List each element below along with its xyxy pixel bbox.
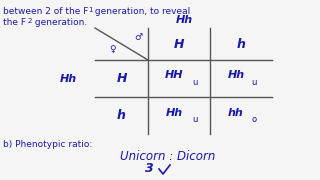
Text: the F: the F [3, 18, 26, 27]
Text: 1: 1 [88, 7, 92, 13]
Text: hh: hh [228, 107, 244, 118]
Text: generation.: generation. [32, 18, 87, 27]
Text: Unicorn : Dicorn: Unicorn : Dicorn [120, 150, 215, 163]
Text: u: u [251, 78, 256, 87]
Text: h: h [117, 109, 126, 122]
Text: ♂: ♂ [134, 33, 142, 42]
Text: Hh: Hh [165, 107, 183, 118]
Text: Hh: Hh [228, 71, 244, 80]
Text: 3: 3 [145, 162, 154, 175]
Text: Hh: Hh [60, 73, 77, 84]
Text: u: u [192, 78, 197, 87]
Text: H: H [174, 37, 184, 51]
Text: b) Phenotypic ratio:: b) Phenotypic ratio: [3, 140, 92, 149]
Text: h: h [236, 37, 245, 51]
Text: ♀: ♀ [110, 45, 116, 54]
Text: between 2 of the F: between 2 of the F [3, 7, 88, 16]
Text: 2: 2 [28, 18, 32, 24]
Text: o: o [251, 115, 256, 124]
Text: u: u [192, 115, 197, 124]
Text: Hh: Hh [175, 15, 193, 25]
Text: generation, to reveal: generation, to reveal [92, 7, 190, 16]
Text: HH: HH [165, 71, 183, 80]
Text: H: H [116, 72, 127, 85]
